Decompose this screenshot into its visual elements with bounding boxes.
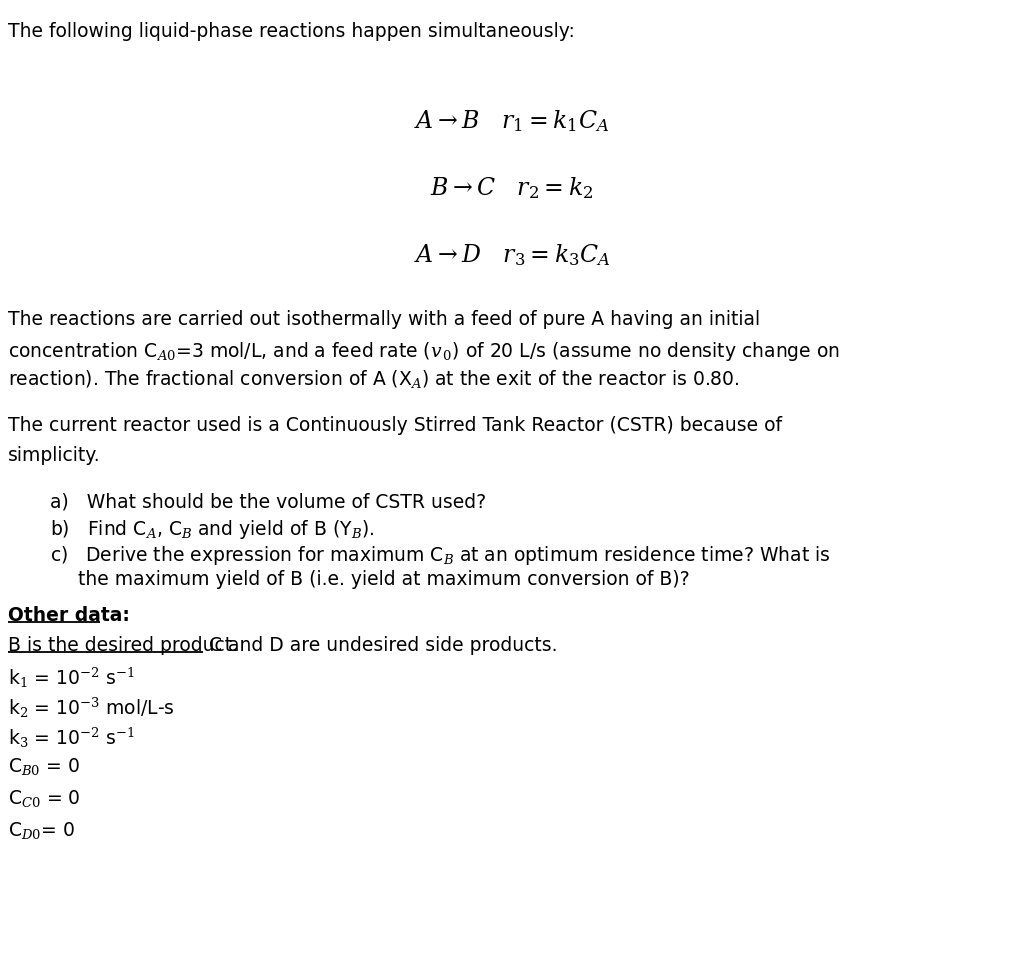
Text: c)   Derive the expression for maximum C$_B$ at an optimum residence time? What : c) Derive the expression for maximum C$_… — [50, 544, 830, 567]
Text: The reactions are carried out isothermally with a feed of pure A having an initi: The reactions are carried out isothermal… — [8, 310, 760, 329]
Text: $A \rightarrow B \quad r_1 = k_1C_A$: $A \rightarrow B \quad r_1 = k_1C_A$ — [415, 108, 609, 134]
Text: the maximum yield of B (i.e. yield at maximum conversion of B)?: the maximum yield of B (i.e. yield at ma… — [78, 570, 689, 589]
Text: C$_{C0}$ = 0: C$_{C0}$ = 0 — [8, 788, 81, 809]
Text: simplicity.: simplicity. — [8, 446, 100, 465]
Text: The following liquid-phase reactions happen simultaneously:: The following liquid-phase reactions hap… — [8, 22, 574, 41]
Text: B is the desired product.: B is the desired product. — [8, 636, 238, 655]
Text: $B \rightarrow C \quad r_2 = k_2$: $B \rightarrow C \quad r_2 = k_2$ — [430, 175, 594, 201]
Text: k$_2$ = 10$^{-3}$ mol/L-s: k$_2$ = 10$^{-3}$ mol/L-s — [8, 696, 175, 720]
Text: a)   What should be the volume of CSTR used?: a) What should be the volume of CSTR use… — [50, 492, 486, 511]
Text: $A \rightarrow D \quad r_3 = k_3C_A$: $A \rightarrow D \quad r_3 = k_3C_A$ — [414, 242, 610, 268]
Text: concentration C$_{A0}$=3 mol/L, and a feed rate ($v_{\,0}$) of 20 L/s (assume no: concentration C$_{A0}$=3 mol/L, and a fe… — [8, 340, 840, 363]
Text: C and D are undesired side products.: C and D are undesired side products. — [203, 636, 557, 655]
Text: k$_1$ = 10$^{-2}$ s$^{-1}$: k$_1$ = 10$^{-2}$ s$^{-1}$ — [8, 666, 135, 690]
Text: reaction). The fractional conversion of A (X$_A$) at the exit of the reactor is : reaction). The fractional conversion of … — [8, 368, 739, 390]
Text: Other data:: Other data: — [8, 606, 130, 625]
Text: The current reactor used is a Continuously Stirred Tank Reactor (CSTR) because o: The current reactor used is a Continuous… — [8, 416, 782, 435]
Text: C$_{B0}$ = 0: C$_{B0}$ = 0 — [8, 756, 80, 777]
Text: C$_{D0}$= 0: C$_{D0}$= 0 — [8, 820, 75, 841]
Text: k$_3$ = 10$^{-2}$ s$^{-1}$: k$_3$ = 10$^{-2}$ s$^{-1}$ — [8, 726, 135, 750]
Text: b)   Find C$_A$, C$_B$ and yield of B (Y$_B$).: b) Find C$_A$, C$_B$ and yield of B (Y$_… — [50, 518, 375, 541]
